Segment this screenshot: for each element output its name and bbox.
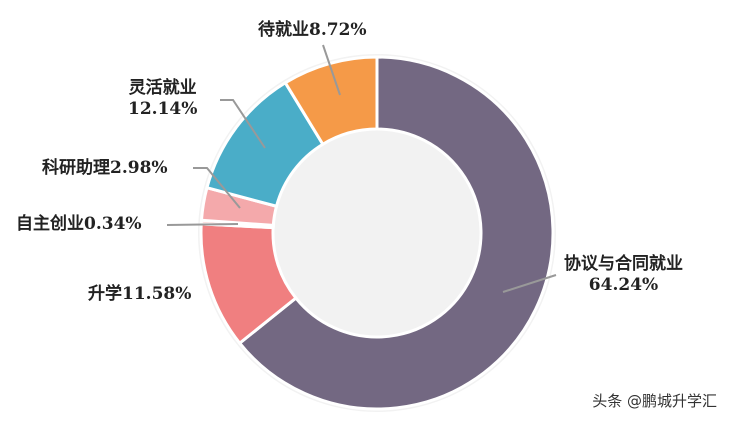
leader-line-4 — [322, 44, 341, 96]
label-name: 升学 — [88, 284, 122, 304]
leader-line-0 — [502, 274, 557, 293]
leader-line-1 — [166, 223, 239, 226]
donut-slice-5 — [283, 55, 379, 147]
label-flexible-employment: 灵活就业 12.14% — [128, 78, 197, 120]
watermark: 头条 @鹏城升学汇 — [592, 392, 717, 410]
label-name: 协议与合同就业 — [564, 254, 683, 274]
label-name: 待就业 — [258, 20, 309, 40]
leader-line-2 — [193, 167, 241, 209]
label-name: 灵活就业 — [128, 78, 197, 98]
label-name: 科研助理 — [42, 158, 110, 178]
label-awaiting-employment: 待就业8.72% — [258, 20, 367, 41]
label-research-assistant: 科研助理2.98% — [42, 158, 168, 179]
label-self-employment: 自主创业0.34% — [16, 214, 142, 235]
label-value: 2.98% — [110, 158, 168, 178]
label-value: 8.72% — [309, 20, 367, 40]
label-value: 12.14% — [128, 99, 198, 119]
label-further-study: 升学11.58% — [88, 284, 191, 305]
donut-slice-0 — [237, 55, 555, 411]
label-value: 64.24% — [588, 275, 659, 295]
leader-line-3 — [220, 99, 266, 149]
label-agreement-employment: 协议与合同就业 64.24% — [564, 254, 683, 296]
label-name: 自主创业 — [16, 214, 84, 234]
label-value: 11.58% — [122, 284, 192, 304]
label-value: 0.34% — [84, 214, 142, 234]
